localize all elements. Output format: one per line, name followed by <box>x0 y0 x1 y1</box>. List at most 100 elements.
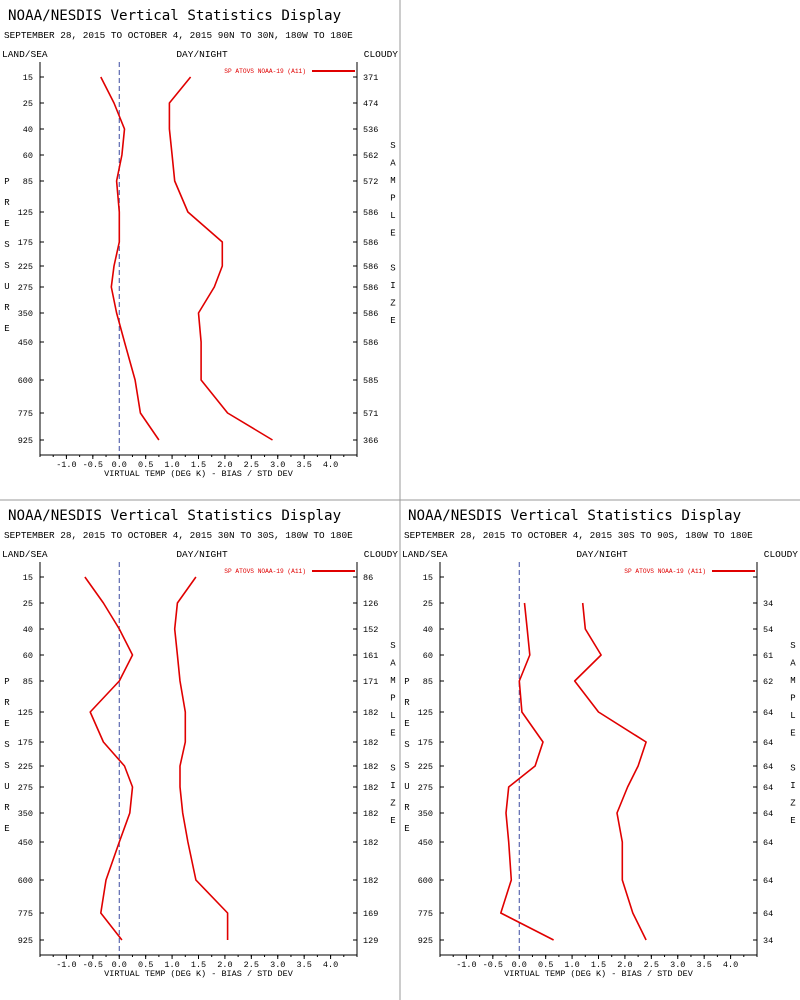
sample-size-label: 586 <box>363 309 378 319</box>
y2-axis-label-letter: L <box>390 711 395 721</box>
pressure-level-label: 450 <box>18 338 33 348</box>
sample-size-label: 182 <box>363 762 378 772</box>
header-land-sea: LAND/SEA <box>2 49 48 60</box>
x-tick-label: 1.0 <box>164 960 179 970</box>
chart-subtitle: SEPTEMBER 28, 2015 TO OCTOBER 4, 2015 30… <box>404 530 753 541</box>
pressure-level-label: 350 <box>18 309 33 319</box>
header-cloudy: CLOUDY <box>764 549 799 560</box>
y-axis-label-letter: U <box>4 782 9 792</box>
sample-size-label: 161 <box>363 651 378 661</box>
y-axis-label-letter: E <box>404 719 409 729</box>
y2-axis-label-letter: S <box>790 641 795 651</box>
sample-size-label: 572 <box>363 177 378 187</box>
sample-size-label: 34 <box>763 936 773 946</box>
y2-axis-label-letter: P <box>390 194 395 204</box>
pressure-level-label: 15 <box>23 73 33 83</box>
sample-size-label: 54 <box>763 625 773 635</box>
y-axis-label-letter: P <box>404 677 409 687</box>
sample-size-label: 61 <box>763 651 773 661</box>
x-tick-label: 3.0 <box>270 960 285 970</box>
sample-size-label: 586 <box>363 283 378 293</box>
pressure-level-label: 85 <box>23 177 33 187</box>
pressure-level-label: 25 <box>23 599 33 609</box>
sample-size-label: 169 <box>363 909 378 919</box>
pressure-level-label: 275 <box>418 783 433 793</box>
pressure-level-label: 15 <box>23 573 33 583</box>
x-tick-label: 3.0 <box>270 460 285 470</box>
series-line-std-dev <box>173 576 229 940</box>
x-tick-label: 3.5 <box>297 460 312 470</box>
x-tick-label: 4.0 <box>723 960 738 970</box>
chart-title: NOAA/NESDIS Vertical Statistics Display <box>8 8 341 24</box>
sample-size-label: 171 <box>363 677 378 687</box>
x-tick-label: 0.5 <box>138 960 153 970</box>
y-axis-label-letter: R <box>4 303 10 313</box>
x-tick-label: 0.0 <box>512 960 527 970</box>
chart-panel-2: NOAA/NESDIS Vertical Statistics Display S… <box>2 508 398 979</box>
x-tick-label: 0.5 <box>138 460 153 470</box>
y2-axis-label-letter: M <box>390 176 395 186</box>
header-day-night: DAY/NIGHT <box>576 549 628 560</box>
header-cloudy: CLOUDY <box>364 49 399 60</box>
sample-size-label: 474 <box>363 99 378 109</box>
pressure-level-label: 25 <box>23 99 33 109</box>
chart-title: NOAA/NESDIS Vertical Statistics Display <box>8 508 341 524</box>
pressure-level-label: 275 <box>18 783 33 793</box>
x-tick-label: -1.0 <box>56 960 76 970</box>
x-tick-label: 3.0 <box>670 960 685 970</box>
y-axis-label-letter: R <box>4 198 10 208</box>
pressure-level-label: 25 <box>423 599 433 609</box>
x-axis-label: VIRTUAL TEMP (DEG K) - BIAS / STD DEV <box>504 969 694 979</box>
sample-size-label: 182 <box>363 838 378 848</box>
x-tick-label: 4.0 <box>323 960 338 970</box>
legend-label: SP ATOVS NOAA-19 (A11) <box>224 568 306 575</box>
x-tick-label: -1.0 <box>456 960 476 970</box>
y2-axis-label-letter: E <box>790 816 795 826</box>
pressure-level-label: 925 <box>18 436 33 446</box>
y2-axis-label-letter: A <box>390 159 396 169</box>
sample-size-label: 562 <box>363 151 378 161</box>
y-axis-label-letter: U <box>4 282 9 292</box>
header-cloudy: CLOUDY <box>364 549 399 560</box>
y2-axis-label-letter: E <box>390 729 395 739</box>
x-tick-label: -0.5 <box>483 960 503 970</box>
y-axis-label-letter: E <box>4 824 9 834</box>
legend-label: SP ATOVS NOAA-19 (A11) <box>624 568 706 575</box>
pressure-level-label: 225 <box>18 262 33 272</box>
y2-axis-label-letter: M <box>790 676 795 686</box>
y-axis-label-letter: S <box>4 240 9 250</box>
y2-axis-label-letter: E <box>390 316 395 326</box>
series-line-bias <box>500 602 554 941</box>
sample-size-label: 586 <box>363 238 378 248</box>
x-axis-label: VIRTUAL TEMP (DEG K) - BIAS / STD DEV <box>104 469 294 479</box>
chart-panel-1: NOAA/NESDIS Vertical Statistics Display S… <box>2 8 398 479</box>
y2-axis-label-letter: S <box>790 764 795 774</box>
y2-axis-label-letter: L <box>790 711 795 721</box>
x-tick-label: 0.5 <box>538 960 553 970</box>
pressure-level-label: 600 <box>18 376 33 386</box>
sample-size-label: 182 <box>363 738 378 748</box>
sample-size-label: 182 <box>363 876 378 886</box>
sample-size-label: 182 <box>363 783 378 793</box>
series-line-std-dev <box>168 76 273 441</box>
sample-size-label: 129 <box>363 936 378 946</box>
y-axis-label-letter: S <box>404 761 409 771</box>
chart-subtitle: SEPTEMBER 28, 2015 TO OCTOBER 4, 2015 90… <box>4 30 353 41</box>
chart-subtitle: SEPTEMBER 28, 2015 TO OCTOBER 4, 2015 30… <box>4 530 353 541</box>
pressure-level-label: 450 <box>18 838 33 848</box>
y-axis-label-letter: E <box>404 824 409 834</box>
pressure-level-label: 125 <box>418 708 433 718</box>
y-axis-label-letter: E <box>4 324 9 334</box>
header-land-sea: LAND/SEA <box>402 549 448 560</box>
sample-size-label: 64 <box>763 762 773 772</box>
sample-size-label: 571 <box>363 409 378 419</box>
y-axis-label-letter: R <box>404 803 410 813</box>
sample-size-label: 34 <box>763 599 773 609</box>
y-axis-label-letter: R <box>4 803 10 813</box>
y2-axis-label-letter: P <box>790 694 795 704</box>
sample-size-label: 585 <box>363 376 378 386</box>
sample-size-label: 64 <box>763 783 773 793</box>
x-tick-label: -1.0 <box>56 460 76 470</box>
y2-axis-label-letter: E <box>790 729 795 739</box>
sample-size-label: 62 <box>763 677 773 687</box>
